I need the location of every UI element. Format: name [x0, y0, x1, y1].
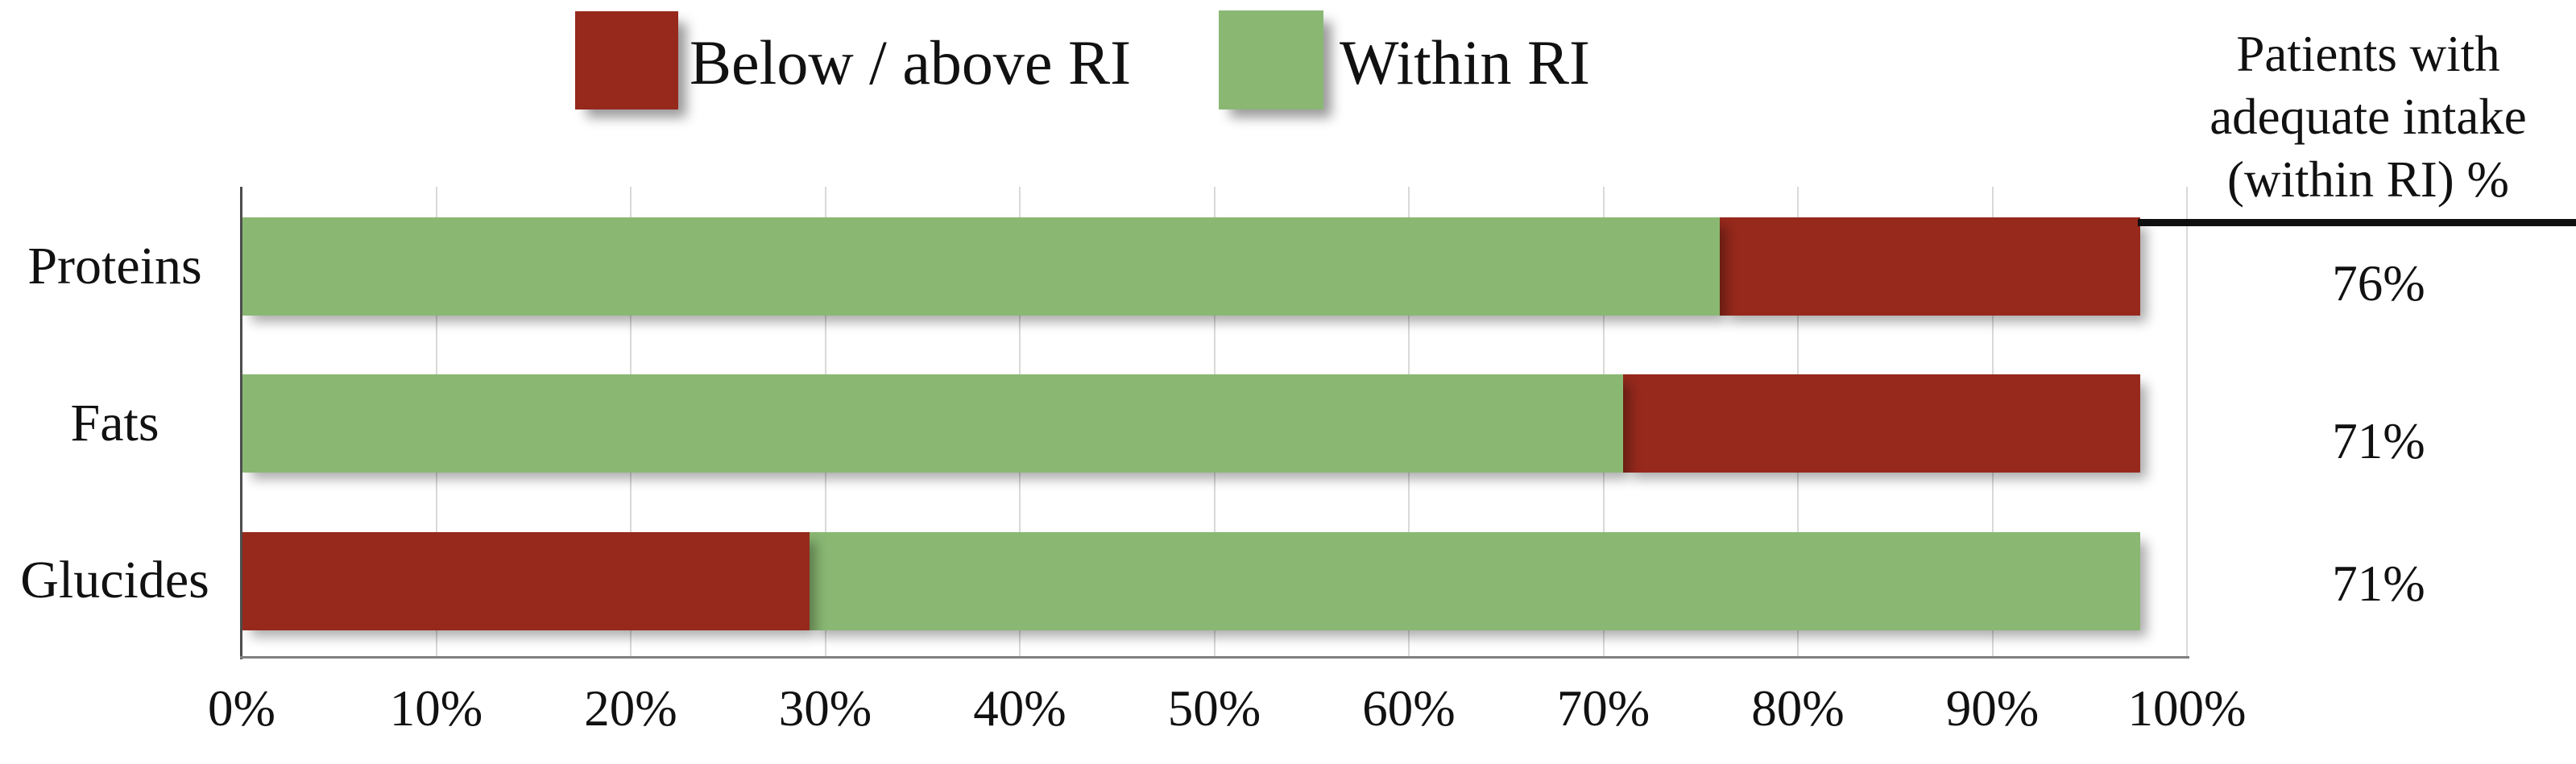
x-tick-label: 50%: [1167, 680, 1261, 737]
value-proteins: 76%: [2332, 255, 2425, 312]
right-column-rule: [2138, 219, 2576, 226]
right-column-header-line: adequate intake: [2209, 89, 2527, 145]
legend-swatch-below-above-ri-icon: [575, 11, 678, 109]
x-tick-label: 30%: [778, 680, 872, 737]
category-label-fats: Fats: [70, 394, 159, 452]
right-column-header-line: (within RI) %: [2227, 151, 2509, 208]
right-column-header: Patients with adequate intake (within RI…: [2175, 23, 2562, 211]
plot-area: [242, 187, 2188, 658]
gridline: [2186, 187, 2188, 658]
bar-segment-within: [810, 532, 2141, 630]
bar-segment-within: [242, 217, 1721, 316]
category-label-proteins: Proteins: [27, 237, 202, 295]
bar-segment-within: [242, 374, 1623, 473]
x-tick-label: 20%: [584, 680, 677, 737]
x-axis-line: [240, 656, 2189, 659]
bar-row-glucides: [242, 532, 2187, 630]
x-tick-label: 10%: [389, 680, 483, 737]
x-tick-label: 0%: [208, 680, 275, 737]
bar-row-fats: [242, 374, 2187, 473]
x-tick-label: 90%: [1945, 680, 2040, 737]
y-axis-line: [240, 187, 242, 659]
x-tick-label: 60%: [1362, 680, 1456, 737]
x-tick-label: 70%: [1556, 680, 1650, 737]
value-fats: 71%: [2332, 413, 2425, 469]
right-column-header-line: Patients with: [2236, 26, 2500, 82]
bar-row-proteins: [242, 217, 2187, 316]
bar-segment-below-above: [242, 532, 810, 630]
category-label-glucides: Glucides: [20, 551, 209, 609]
legend-label-below-above-ri: Below / above RI: [690, 27, 1132, 97]
x-tick-label: 80%: [1751, 680, 1845, 737]
value-glucides: 71%: [2332, 555, 2425, 612]
x-tick-label: 100%: [2127, 680, 2247, 737]
legend-swatch-within-ri-icon: [1219, 10, 1323, 109]
bar-segment-below-above: [1622, 374, 2141, 473]
x-tick-label: 40%: [973, 680, 1066, 737]
legend-label-within-ri: Within RI: [1340, 27, 1591, 97]
bar-segment-below-above: [1720, 217, 2141, 316]
